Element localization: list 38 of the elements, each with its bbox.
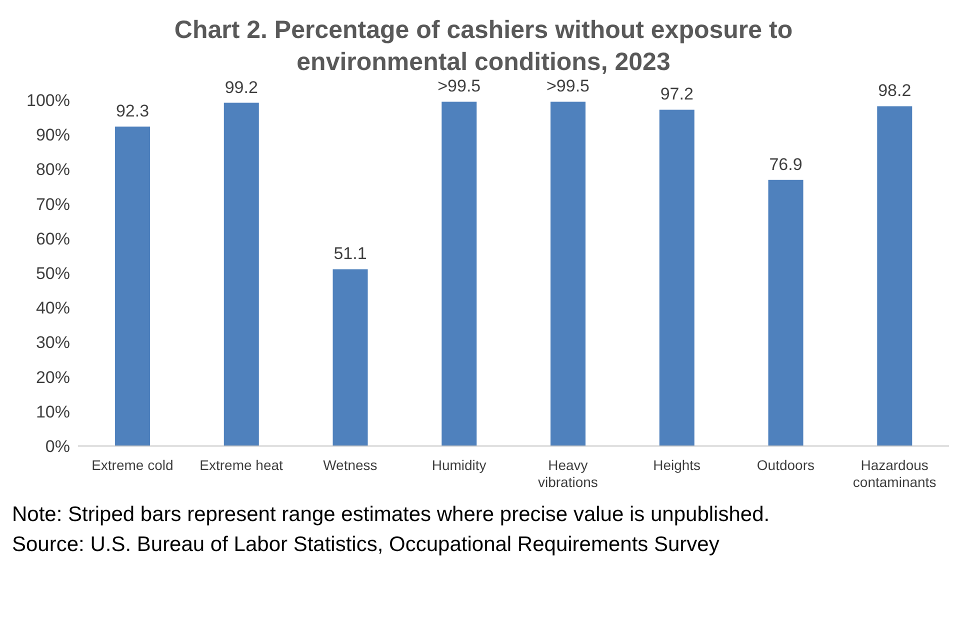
data-label: 51.1 xyxy=(334,244,367,264)
data-label: 76.9 xyxy=(769,154,802,174)
x-tick-label: Extreme cold xyxy=(92,457,174,473)
x-tick-label: Hazardous contaminants xyxy=(852,457,936,490)
y-tick-label: 20% xyxy=(36,368,70,387)
chart-title: Chart 2. Percentage of cashiers without exposure to environmental conditions, 2023 xyxy=(173,15,794,78)
data-label: >99.5 xyxy=(438,76,481,96)
data-label: >99.5 xyxy=(546,76,590,96)
bar xyxy=(224,102,259,446)
bar xyxy=(659,110,694,446)
x-tick-label: Humidity xyxy=(432,457,486,473)
bar xyxy=(768,180,804,446)
y-tick-label: 80% xyxy=(36,160,70,180)
bar xyxy=(332,269,368,446)
y-tick-label: 50% xyxy=(36,264,70,284)
y-tick-label: 100% xyxy=(26,91,70,110)
source-note: Source: U.S. Bureau of Labor Statistics, Occupational Requirements Survey xyxy=(12,532,720,558)
text: Note: Striped bars represent range estimates where precise value is unpublished. xyxy=(12,502,771,528)
data-label: 92.3 xyxy=(116,102,150,121)
y-tick-label: 10% xyxy=(36,402,70,422)
y-tick-label: 90% xyxy=(36,126,70,145)
data-label: 98.2 xyxy=(878,81,912,100)
y-tick-label: 0% xyxy=(45,437,70,456)
x-tick-label: Wetness xyxy=(323,457,378,473)
bar xyxy=(115,126,150,446)
bar xyxy=(877,106,912,446)
data-label: 99.2 xyxy=(224,78,258,97)
bar xyxy=(442,102,477,446)
x-tick-label: Heights xyxy=(653,457,701,473)
data-label: 97.2 xyxy=(660,84,694,104)
x-tick-label: Heavy vibrations xyxy=(538,457,598,490)
y-tick-label: 40% xyxy=(36,298,70,318)
x-tick-label: Outdoors xyxy=(756,457,814,473)
bar xyxy=(550,102,586,446)
x-tick-label: Extreme heat xyxy=(200,457,284,473)
y-tick-label: 70% xyxy=(36,194,70,214)
y-tick-label: 60% xyxy=(36,229,70,248)
y-tick-label: 30% xyxy=(36,333,70,352)
